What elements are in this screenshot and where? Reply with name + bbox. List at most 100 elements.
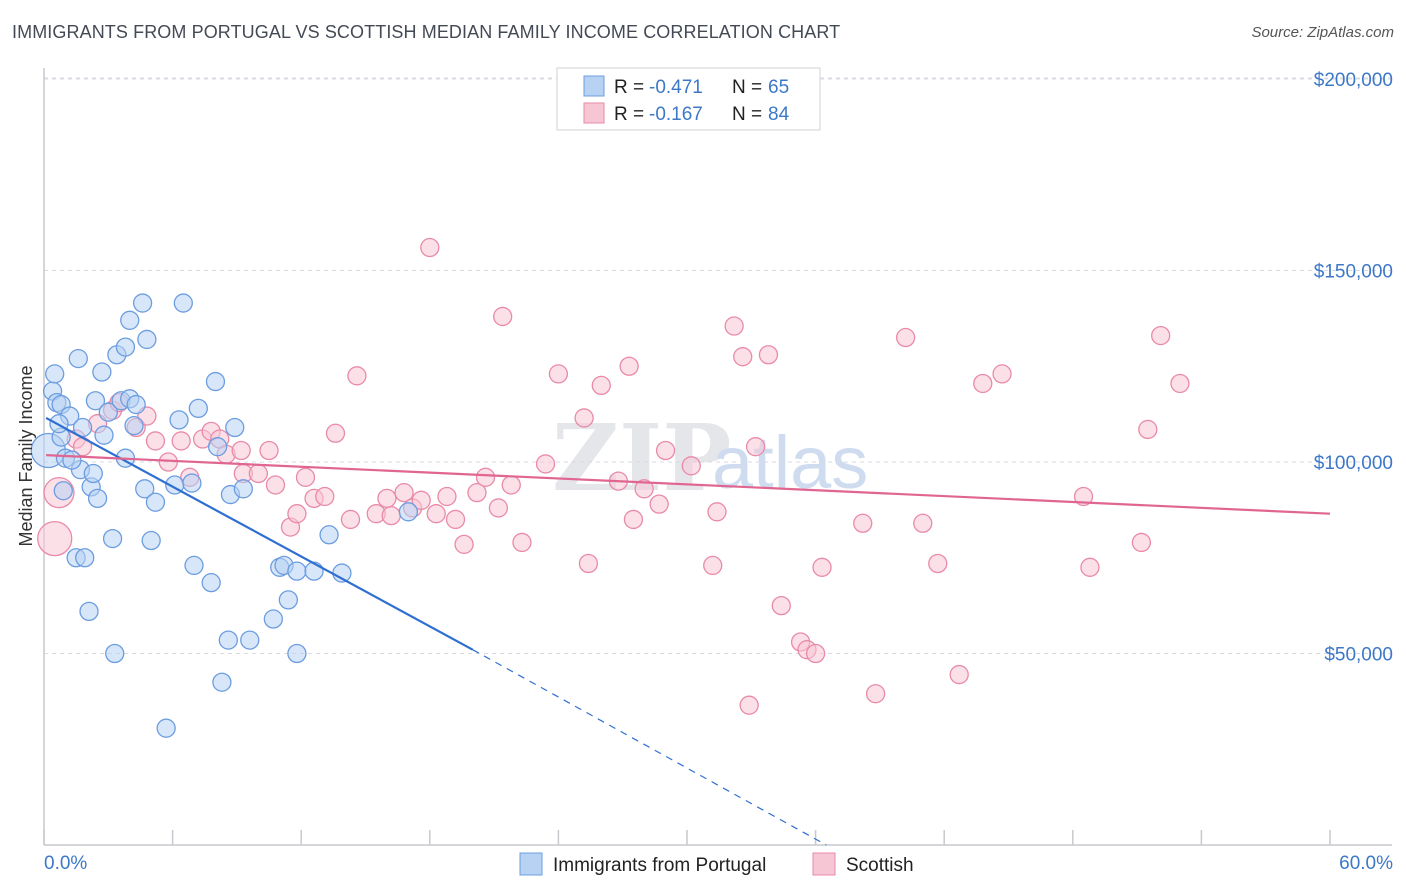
scottish-point <box>467 482 487 503</box>
scottish-point <box>758 345 779 365</box>
portugal-trend-extension <box>472 649 827 846</box>
scottish-point <box>37 520 73 557</box>
portugal-point <box>263 609 283 629</box>
legend-r-label-2: R = <box>614 104 644 125</box>
portugal-points <box>30 293 419 738</box>
scottish-point <box>548 364 569 384</box>
scottish-point <box>703 555 723 576</box>
scottish-point <box>171 431 191 451</box>
y-tick-label-50000: $50,000 <box>1324 645 1393 666</box>
scottish-point <box>512 532 532 553</box>
scottish-point <box>377 488 397 509</box>
scottish-trend-line <box>46 454 1331 515</box>
scottish-point <box>574 408 594 428</box>
scottish-point <box>501 475 521 495</box>
scottish-point <box>287 504 307 524</box>
scottish-point <box>634 479 654 499</box>
portugal-point <box>102 528 123 549</box>
scottish-point <box>1151 325 1171 346</box>
scottish-point <box>248 463 268 484</box>
portugal-point <box>124 415 144 436</box>
portugal-point <box>212 672 232 692</box>
portugal-point <box>398 502 419 522</box>
portugal-point <box>145 492 166 512</box>
portugal-point <box>53 481 73 501</box>
y-axis-label: Median Family Income <box>16 365 36 546</box>
scottish-point <box>724 316 744 336</box>
portugal-point <box>68 348 88 369</box>
scottish-point <box>295 467 316 487</box>
scottish-point <box>535 454 556 474</box>
scottish-point <box>928 553 948 574</box>
scottish-point <box>865 684 886 704</box>
scottish-point <box>445 509 466 530</box>
scottish-point <box>623 509 644 530</box>
portugal-point <box>201 572 221 593</box>
scottish-point <box>591 375 611 396</box>
portugal-point <box>115 337 136 357</box>
portugal-point <box>92 362 112 382</box>
scottish-point <box>992 364 1012 384</box>
legend-swatch-pink <box>583 102 605 124</box>
scottish-point <box>812 557 832 577</box>
portugal-point <box>137 329 157 350</box>
portugal-point <box>225 417 245 438</box>
portugal-point <box>75 548 95 568</box>
series-swatch-scottish <box>812 852 836 876</box>
scottish-point <box>231 440 251 461</box>
scottish-point <box>411 490 431 510</box>
portugal-point <box>240 630 260 650</box>
portugal-point <box>87 488 108 509</box>
portugal-point <box>156 718 176 738</box>
scottish-point <box>1073 486 1094 507</box>
scottish-point <box>265 475 286 495</box>
portugal-point <box>182 473 202 493</box>
portugal-trend-line <box>45 416 474 651</box>
chart-source: Source: ZipAtlas.com <box>1251 24 1394 41</box>
scottish-point <box>437 486 457 507</box>
scottish-point <box>853 513 873 533</box>
portugal-point <box>287 561 307 581</box>
scottish-point <box>454 534 474 554</box>
portugal-point <box>135 479 155 499</box>
portugal-point <box>319 525 339 545</box>
portugal-point <box>287 643 307 664</box>
scottish-point <box>745 437 766 457</box>
legend-swatch-blue <box>583 75 605 97</box>
y-tick-label-200000: $200,000 <box>1314 70 1393 91</box>
portugal-point <box>141 530 161 551</box>
scottish-point <box>1131 532 1152 553</box>
scottish-point <box>420 237 440 258</box>
scottish-point <box>315 486 335 507</box>
scottish-points <box>37 237 1190 715</box>
scottish-point <box>895 327 916 348</box>
scottish-point <box>347 366 367 386</box>
portugal-point <box>85 391 106 411</box>
scottish-point <box>578 553 599 574</box>
scottish-point <box>394 482 414 503</box>
series-label-portugal: Immigrants from Portugal <box>553 855 766 876</box>
scottish-point <box>1138 419 1158 440</box>
portugal-point <box>169 410 189 430</box>
portugal-point <box>184 555 204 576</box>
scottish-point <box>259 440 279 461</box>
portugal-point <box>304 561 324 581</box>
scottish-point <box>681 456 701 476</box>
scottish-point <box>771 595 791 616</box>
legend-n-value-1: 65 <box>768 77 789 98</box>
scottish-point <box>426 504 446 524</box>
correlation-legend: R = -0.471 N = 65 R = -0.167 N = 84 <box>556 67 821 131</box>
trend-lines <box>45 416 1331 846</box>
legend-r-value-1: -0.471 <box>649 77 703 98</box>
series-swatch-portugal <box>519 852 543 876</box>
scottish-point <box>733 347 753 367</box>
x-tick-label-max: 60.0% <box>1339 853 1393 874</box>
x-tick-label-min: 0.0% <box>44 853 87 874</box>
portugal-point <box>132 293 153 313</box>
portugal-point <box>105 643 125 664</box>
scottish-point <box>381 505 401 526</box>
scottish-point <box>493 306 513 327</box>
scottish-point <box>949 664 969 685</box>
legend-n-label-2: N = <box>732 104 762 125</box>
